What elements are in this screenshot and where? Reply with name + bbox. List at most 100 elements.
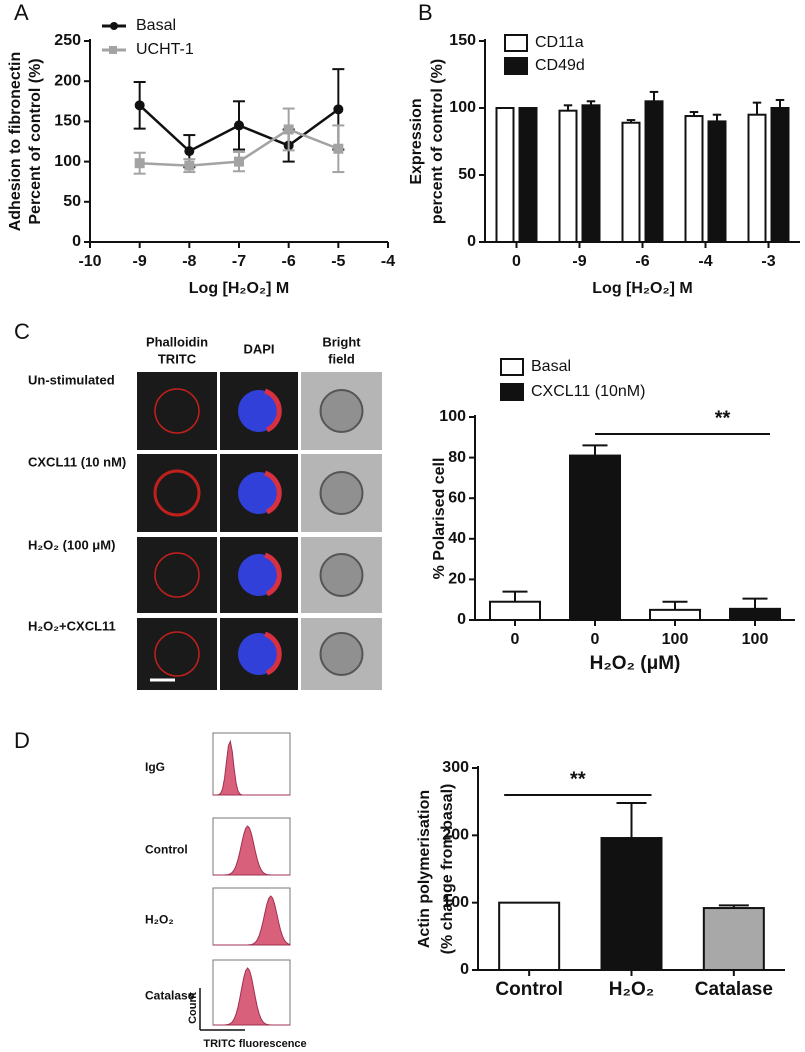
legend-swatch [500, 358, 524, 376]
x-tick-label: -5 [331, 253, 345, 270]
x-axis-label: Log [H₂O₂] M [592, 280, 692, 297]
panel-label: D [14, 728, 30, 753]
y-tick-label: 200 [442, 827, 469, 844]
micrograph [137, 454, 217, 532]
y-tick-label: 100 [449, 99, 476, 116]
x-tick-label: Catalase [695, 979, 773, 1000]
y-tick-label: 100 [54, 153, 81, 170]
x-tick-label: -6 [635, 253, 649, 270]
bar [600, 837, 663, 971]
histogram [212, 739, 290, 796]
legend-label: CXCL11 (10nM) [531, 383, 645, 400]
bar [518, 107, 538, 243]
bar [747, 113, 767, 243]
micrograph [137, 372, 217, 450]
cell-nucleus [238, 554, 280, 596]
x-axis-label: H₂O₂ (μM) [590, 653, 681, 674]
x-tick-label: 0 [591, 631, 600, 648]
bar [707, 120, 727, 243]
y-tick-label: 300 [442, 759, 469, 776]
y-tick-label: 80 [448, 449, 466, 466]
histogram [213, 895, 291, 946]
x-tick-label: Control [495, 979, 563, 1000]
y-axis-label: (% change from basal) [439, 784, 456, 955]
legend-marker [109, 46, 117, 54]
cell-actin [154, 552, 200, 598]
row-label: Un-stimulated [28, 372, 115, 387]
marker [134, 158, 145, 169]
histogram [213, 825, 290, 876]
y-tick-label: 0 [467, 233, 476, 250]
y-tick-label: 50 [458, 166, 476, 183]
column-header: field [328, 351, 355, 366]
row-label: H₂O₂ [145, 913, 174, 927]
row-label: H₂O₂ (100 μM) [28, 537, 115, 552]
row-label: H₂O₂+CXCL11 [28, 618, 116, 633]
bar [558, 109, 578, 244]
y-tick-label: 60 [448, 489, 466, 506]
bar [684, 115, 704, 243]
x-tick-label: -9 [572, 253, 586, 270]
bar [621, 121, 641, 243]
marker [184, 160, 195, 171]
panel-label: A [14, 0, 29, 25]
column-header: TRITC [158, 351, 197, 366]
y-axis-label: Actin polymerisation [416, 790, 433, 948]
y-tick-label: 150 [54, 113, 81, 130]
x-tick-label: -6 [282, 253, 296, 270]
legend-label: CD49d [535, 57, 585, 74]
y-tick-label: 50 [63, 193, 81, 210]
row-label: CXCL11 (10 nM) [28, 454, 126, 469]
y-tick-label: 100 [442, 894, 469, 911]
cell-actin [154, 388, 200, 434]
y-axis-label: Percent of control (%) [27, 58, 44, 224]
row-label: Control [145, 843, 188, 857]
legend-swatch [504, 57, 528, 75]
marker [234, 120, 244, 131]
y-axis-label: Expression [408, 98, 425, 184]
legend-marker [110, 22, 118, 30]
bar [569, 454, 621, 621]
x-tick-label: -3 [761, 253, 775, 270]
column-header: Phalloidin [146, 334, 208, 349]
legend-label: Basal [136, 17, 176, 34]
bar [498, 901, 561, 972]
bar [489, 600, 541, 621]
x-tick-label: 0 [511, 631, 520, 648]
cell-brightfield [319, 632, 364, 676]
x-tick-label: -9 [133, 253, 147, 270]
marker [333, 104, 344, 115]
marker [134, 100, 145, 111]
x-axis-label: Log [H₂O₂] M [189, 280, 289, 297]
y-tick-label: 0 [72, 233, 81, 250]
bar [644, 100, 664, 243]
x-tick-label: -7 [232, 253, 246, 270]
cell-nucleus [238, 390, 280, 432]
flow-y-label: Count [187, 992, 199, 1024]
y-axis-label: Adhesion to fibronectin [7, 52, 24, 232]
cell-nucleus [238, 472, 280, 514]
column-header: DAPI [243, 341, 274, 356]
bar [581, 104, 601, 243]
y-tick-label: 150 [449, 32, 476, 49]
annotation: ** [570, 768, 586, 790]
cell-actin [264, 470, 282, 515]
legend-swatch [504, 34, 528, 52]
row-label: IgG [145, 760, 165, 774]
bar [649, 608, 701, 621]
cell-actin [264, 552, 282, 597]
y-tick-label: 20 [448, 571, 466, 588]
flow-x-label: TRITC fluorescence [203, 1038, 306, 1050]
cell-actin [154, 631, 200, 677]
cell-actin [264, 631, 282, 676]
micrograph [137, 618, 217, 690]
y-tick-label: 40 [448, 530, 466, 547]
bar [495, 107, 515, 243]
cell-actin [264, 388, 282, 433]
legend-label: CD11a [535, 34, 584, 51]
legend-swatch [500, 383, 524, 401]
marker [333, 143, 344, 154]
legend-label: UCHT-1 [136, 41, 194, 58]
micrograph [137, 537, 217, 613]
cell-brightfield [319, 471, 364, 515]
